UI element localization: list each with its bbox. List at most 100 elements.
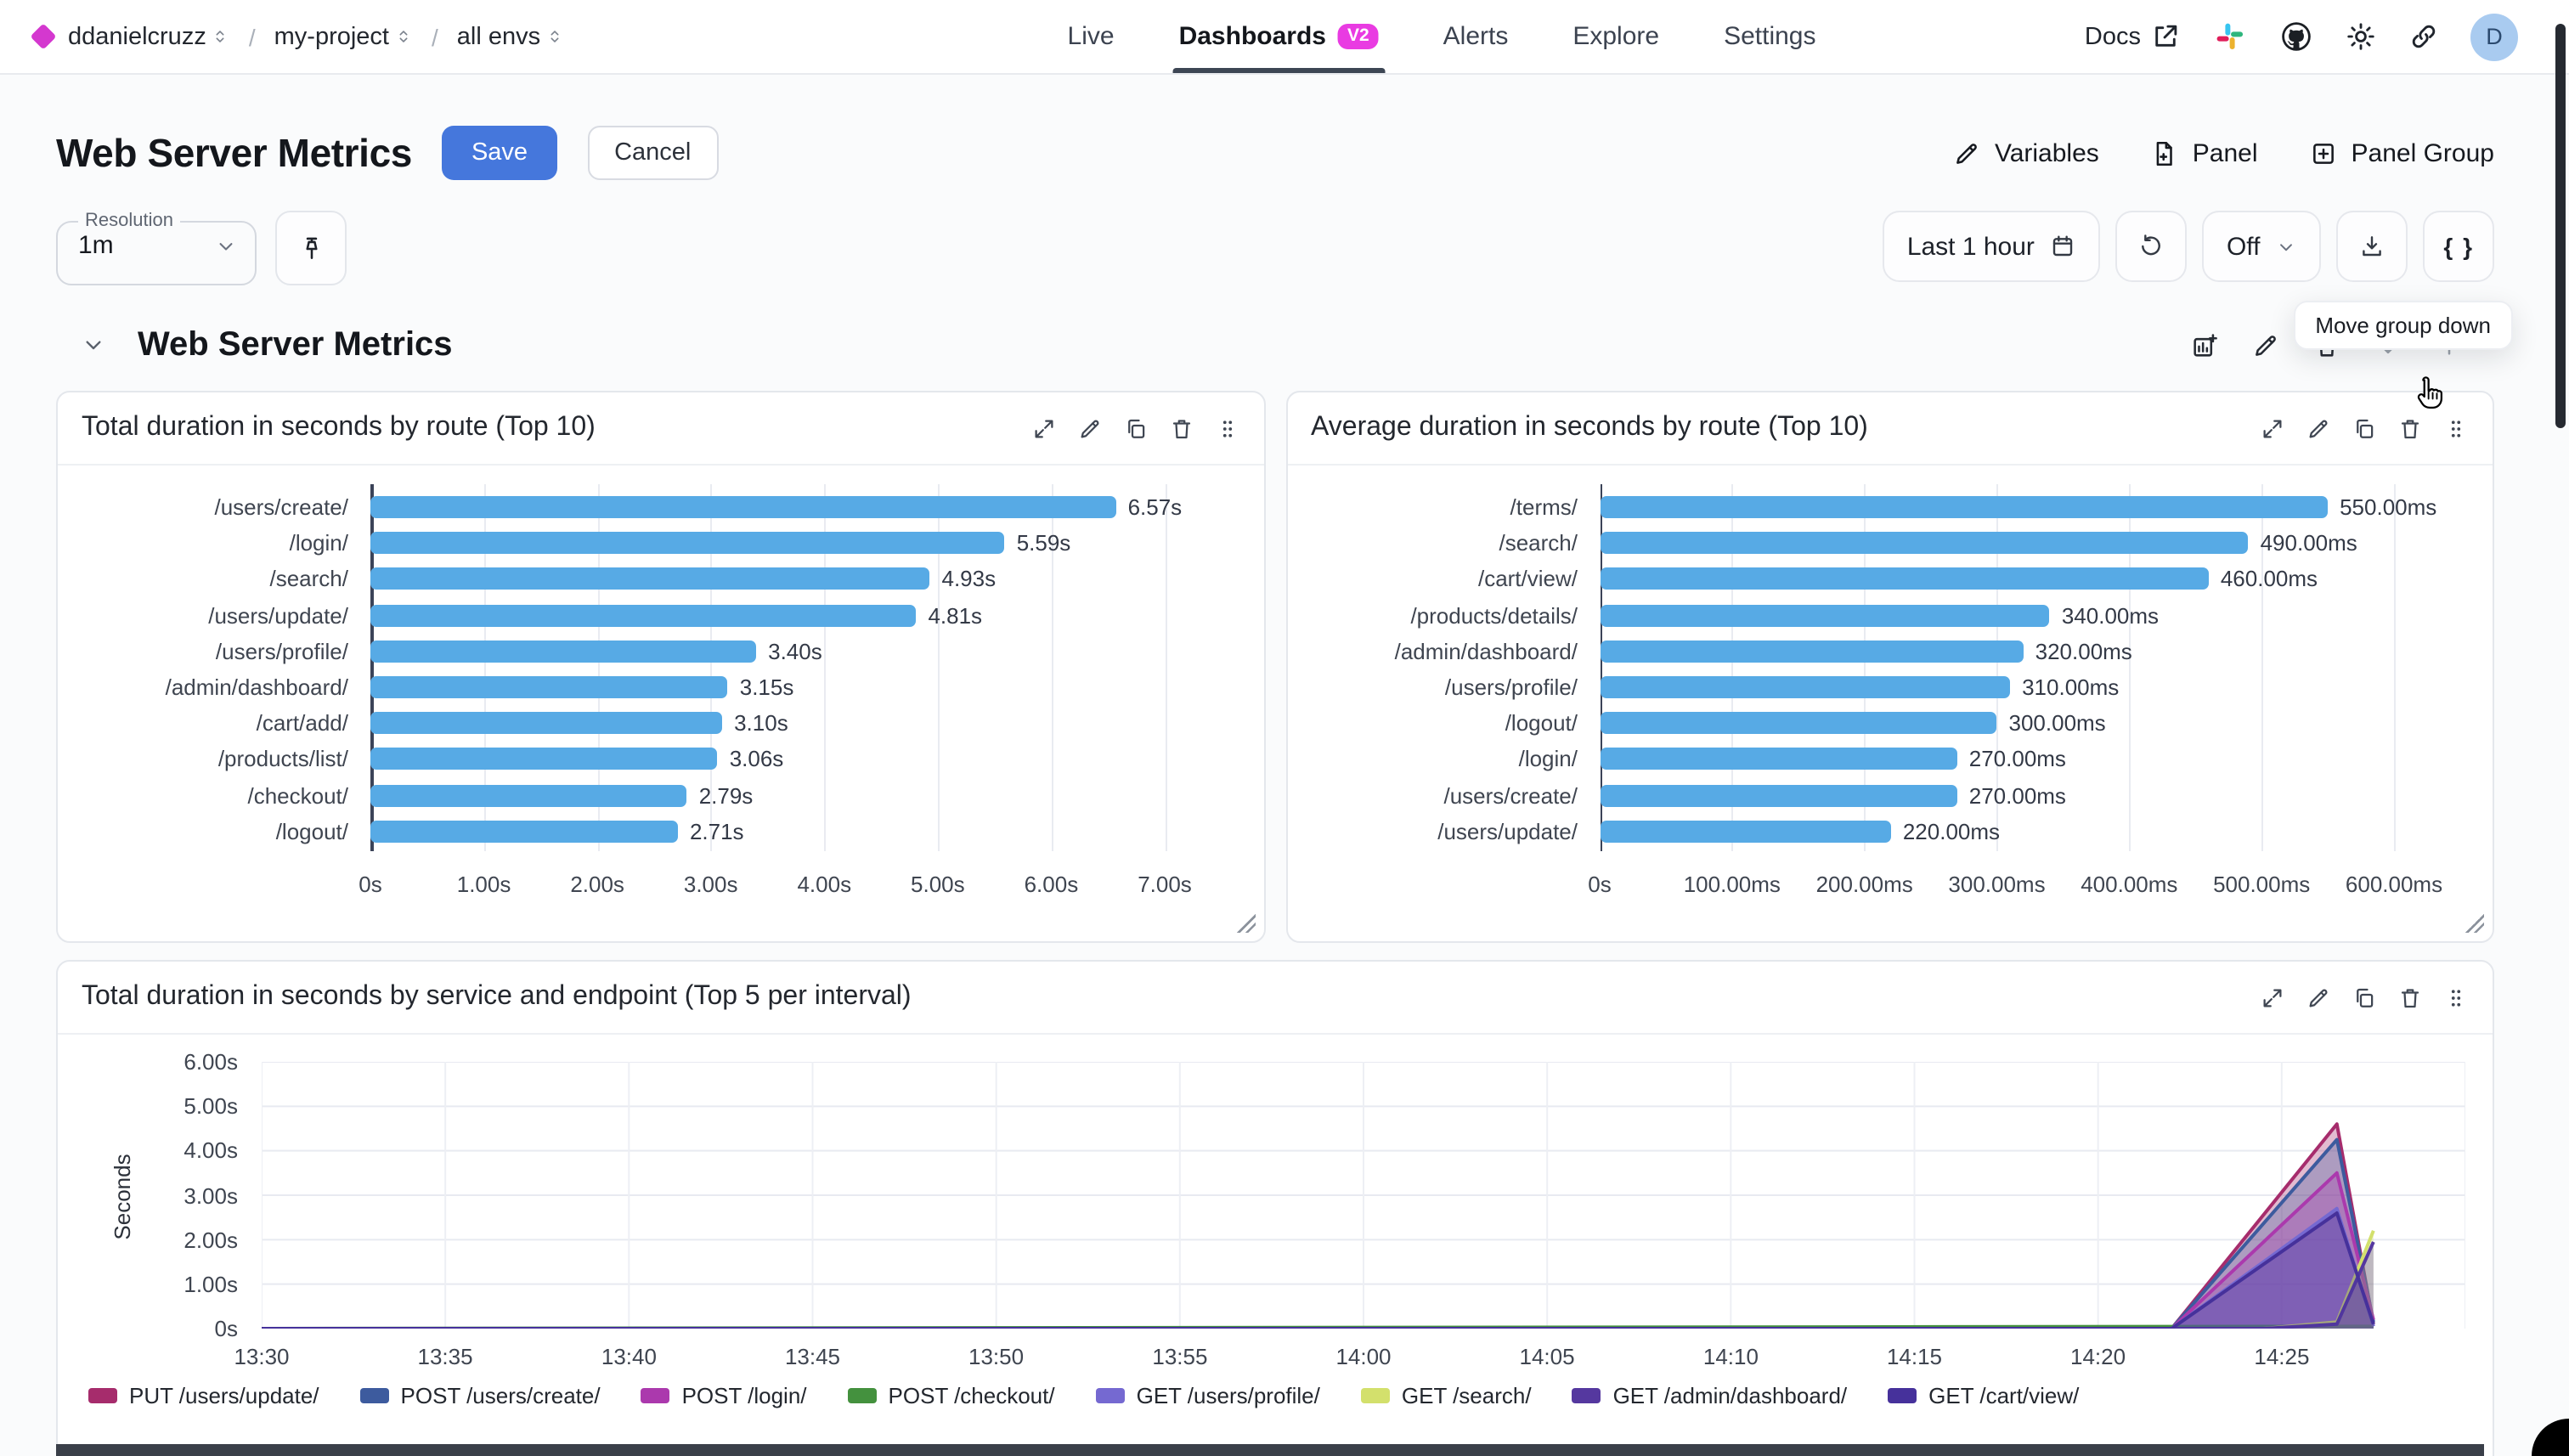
json-config-button[interactable]: { } [2423, 211, 2494, 282]
legend-item[interactable]: PUT /users/update/ [88, 1383, 319, 1408]
drag-handle-icon[interactable] [2443, 415, 2469, 441]
y-tick-label: 6.00s [184, 1049, 238, 1075]
bar-category-label: /logout/ [1505, 710, 1578, 736]
bar-value-label: 3.40s [768, 638, 822, 664]
avatar[interactable]: D [2470, 13, 2518, 60]
bar[interactable] [1600, 676, 2011, 699]
gridline [1996, 484, 1999, 851]
edit-icon[interactable] [2251, 330, 2280, 359]
drag-handle-icon[interactable] [2443, 985, 2469, 1010]
x-tick-label: 7.00s [1138, 871, 1192, 897]
tab-live[interactable]: Live [1067, 22, 1115, 51]
legend-item[interactable]: GET /cart/view/ [1888, 1383, 2079, 1408]
bar[interactable] [1600, 604, 2050, 627]
bar[interactable] [1600, 640, 2024, 663]
breadcrumb-item[interactable]: my-project [274, 23, 413, 50]
expand-icon[interactable] [1030, 415, 1056, 441]
drag-handle-icon[interactable] [1214, 415, 1239, 441]
github-icon[interactable] [2278, 19, 2314, 54]
legend-item[interactable]: POST /checkout/ [847, 1383, 1055, 1408]
bar[interactable] [1600, 748, 1957, 770]
refresh-button[interactable] [2115, 211, 2188, 282]
gridline [1731, 484, 1734, 851]
bar[interactable] [370, 748, 718, 770]
slack-icon[interactable] [2212, 19, 2248, 54]
bar[interactable] [370, 676, 728, 699]
edit-icon[interactable] [2306, 415, 2331, 441]
tab-explore[interactable]: Explore [1572, 22, 1660, 51]
gridline [370, 484, 374, 851]
legend-swatch [1360, 1388, 1390, 1403]
tab-dashboards[interactable]: Dashboards V2 [1172, 0, 1385, 73]
bar[interactable] [1600, 496, 2329, 519]
bar-row: /users/profile/3.40s [82, 634, 1239, 669]
expand-icon[interactable] [2260, 415, 2285, 441]
scrollbar[interactable] [2552, 0, 2567, 1456]
bar[interactable] [370, 820, 678, 843]
delete-icon[interactable] [2397, 985, 2423, 1010]
bar[interactable] [1600, 532, 2249, 555]
bar[interactable] [1600, 712, 1997, 735]
bar[interactable] [370, 567, 930, 590]
resize-handle[interactable] [2465, 914, 2484, 933]
bar[interactable] [370, 640, 757, 663]
panel-group-header: Web Server Metrics [56, 313, 2494, 377]
bar[interactable] [370, 532, 1005, 555]
bar-row: /products/details/340.00ms [1311, 597, 2469, 633]
brand-logo-icon [30, 23, 57, 50]
expand-icon[interactable] [2260, 985, 2285, 1010]
resolution-select[interactable]: Resolution 1m [56, 211, 257, 285]
bar[interactable] [370, 712, 723, 735]
panel-total-duration-by-route: Total duration in seconds by route (Top … [56, 391, 1265, 943]
add-panel-icon[interactable] [2190, 330, 2219, 359]
chevron-down-icon[interactable] [80, 331, 107, 358]
time-range-button[interactable]: Last 1 hour [1883, 211, 2101, 282]
tab-alerts[interactable]: Alerts [1443, 22, 1509, 51]
legend-item[interactable]: GET /admin/dashboard/ [1572, 1383, 1847, 1408]
bar[interactable] [370, 604, 917, 627]
theme-sun-icon[interactable] [2345, 20, 2377, 53]
variables-button[interactable]: Variables [1952, 138, 2099, 167]
copy-icon[interactable] [1122, 415, 1148, 441]
x-tick-label: 1.00s [456, 871, 511, 897]
bar-category-label: /products/list/ [217, 746, 348, 772]
bar-category-label: /cart/view/ [1477, 566, 1578, 592]
auto-refresh-select[interactable]: Off [2202, 211, 2322, 282]
copy-icon[interactable] [2352, 415, 2377, 441]
breadcrumb-item[interactable]: all envs [457, 23, 564, 50]
delete-icon[interactable] [1168, 415, 1194, 441]
pin-button[interactable] [275, 211, 347, 285]
legend-item[interactable]: POST /users/create/ [359, 1383, 601, 1408]
bar[interactable] [1600, 567, 2209, 590]
bar[interactable] [1600, 784, 1957, 807]
bar-row: /search/4.93s [82, 562, 1239, 597]
scrollbar-thumb[interactable] [2555, 24, 2566, 428]
copy-icon[interactable] [2352, 985, 2377, 1010]
panel-button[interactable]: Panel [2150, 138, 2258, 167]
docs-link[interactable]: Docs [2085, 20, 2182, 53]
bar[interactable] [370, 496, 1116, 519]
share-link-icon[interactable] [2408, 20, 2440, 53]
y-tick-label: 3.00s [184, 1182, 238, 1208]
download-button[interactable] [2336, 211, 2408, 282]
panel-group-button[interactable]: Panel Group [2309, 138, 2494, 167]
resize-handle[interactable] [1236, 914, 1255, 933]
delete-icon[interactable] [2397, 415, 2423, 441]
x-tick-label: 13:45 [784, 1344, 841, 1369]
legend-item[interactable]: GET /search/ [1360, 1383, 1532, 1408]
edit-icon[interactable] [2306, 985, 2331, 1010]
bar[interactable] [370, 784, 687, 807]
bar-row: /users/create/270.00ms [1311, 777, 2469, 813]
bar-value-label: 4.81s [928, 602, 983, 629]
tab-settings[interactable]: Settings [1724, 22, 1816, 51]
breadcrumb-item[interactable]: ddanielcruzz [68, 23, 230, 50]
legend-item[interactable]: POST /login/ [641, 1383, 807, 1408]
edit-icon[interactable] [1076, 415, 1102, 441]
updown-icon [550, 31, 559, 42]
cancel-button[interactable]: Cancel [587, 126, 719, 180]
bar[interactable] [1600, 820, 1891, 843]
legend-item[interactable]: GET /users/profile/ [1095, 1383, 1320, 1408]
bar-value-label: 270.00ms [1968, 746, 2066, 772]
save-button[interactable]: Save [442, 126, 557, 180]
bar-value-label: 320.00ms [2035, 638, 2132, 664]
